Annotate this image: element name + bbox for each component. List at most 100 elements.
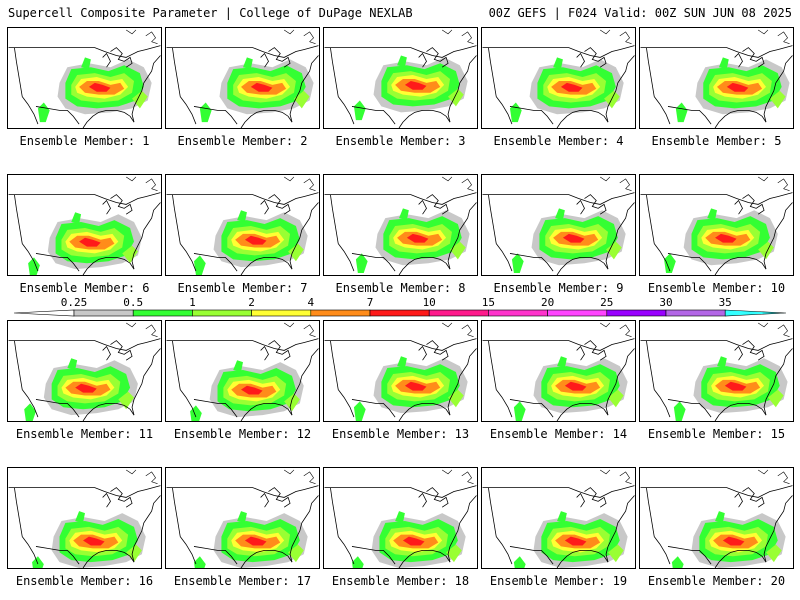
ensemble-panel: Ensemble Member: 10 — [639, 174, 794, 295]
great-lakes-coast-2 — [734, 52, 743, 68]
great-lakes-coast — [742, 340, 765, 361]
mexico-border — [193, 106, 238, 125]
gulf-coast — [240, 549, 293, 568]
scp-red-contour — [244, 536, 267, 546]
great-lakes-coast-2 — [260, 492, 269, 508]
ensemble-map — [639, 174, 794, 276]
pacific-coast — [14, 47, 23, 97]
arctic-islands — [126, 469, 137, 475]
great-lakes-coast-2 — [102, 52, 111, 68]
mexico-border — [351, 106, 396, 125]
gulf-coast — [556, 109, 609, 128]
arctic-islands — [758, 176, 769, 182]
scp-red-contour — [722, 536, 745, 546]
canada-coast — [619, 324, 632, 337]
ensemble-member-label: Ensemble Member: 3 — [335, 134, 466, 148]
colorbar-tick-label: 0.5 — [123, 296, 143, 309]
scp-green-southwest — [353, 401, 366, 421]
ensemble-member-label: Ensemble Member: 11 — [15, 427, 154, 441]
ensemble-panel: Ensemble Member: 6 — [7, 174, 162, 295]
colorbar-box — [547, 309, 608, 317]
scp-red-contour — [562, 233, 585, 243]
great-lakes-coast-2 — [734, 199, 743, 215]
colorbar-arrow-high — [724, 309, 787, 317]
gulf-coast — [556, 402, 609, 421]
ensemble-panel: Ensemble Member: 3 — [323, 27, 478, 148]
canada-coast — [619, 471, 632, 484]
arctic-islands — [126, 176, 137, 182]
ensemble-panel: Ensemble Member: 13 — [323, 320, 478, 441]
atlantic-coast — [763, 55, 793, 123]
arctic-islands — [442, 29, 453, 35]
scp-green-east — [606, 241, 622, 260]
great-lakes-coast-2 — [260, 199, 269, 215]
colorbar-box — [251, 309, 312, 317]
ensemble-member-label: Ensemble Member: 10 — [647, 281, 786, 295]
header-title: Supercell Composite Parameter | College … — [8, 6, 413, 20]
great-lakes-coast — [268, 340, 291, 361]
pacific-coast — [172, 47, 181, 97]
scp-green-southwest — [513, 556, 526, 568]
gulf-coast — [556, 256, 609, 275]
canada-coast — [145, 178, 158, 191]
scp-green-east — [448, 389, 464, 408]
pacific-coast — [488, 487, 497, 537]
scp-green-north — [397, 55, 407, 68]
ensemble-panel: Ensemble Member: 14 — [481, 320, 636, 441]
scp-green-north — [71, 212, 82, 225]
ensemble-member-label: Ensemble Member: 15 — [647, 427, 786, 441]
ensemble-member-label: Ensemble Member: 4 — [493, 134, 624, 148]
scp-green-southwest — [664, 253, 676, 274]
arctic-islands — [758, 322, 769, 328]
atlantic-coast — [131, 55, 161, 123]
great-lakes-coast-2 — [418, 492, 427, 508]
pacific-coast — [646, 194, 655, 244]
scp-green-east — [293, 90, 310, 109]
scp-green-north — [81, 57, 91, 70]
atlantic-coast — [131, 348, 161, 416]
ensemble-map — [639, 27, 794, 129]
gulf-coast — [714, 402, 767, 421]
atlantic-coast — [447, 202, 477, 270]
atlantic-coast — [605, 202, 635, 270]
great-lakes-coast — [110, 194, 133, 215]
baja-coast — [653, 243, 671, 272]
scp-red-contour — [244, 235, 267, 245]
great-lakes-coast — [584, 487, 607, 508]
great-lakes-coast — [584, 194, 607, 215]
scp-red-contour — [88, 82, 111, 92]
mexico-border — [509, 106, 554, 125]
ensemble-map — [323, 174, 478, 276]
ensemble-member-label: Ensemble Member: 20 — [647, 574, 786, 588]
canada-coast — [619, 31, 632, 44]
ensemble-map — [165, 174, 320, 276]
scp-green-east — [769, 90, 786, 109]
scp-red-contour — [726, 82, 749, 92]
scp-green-southwest — [511, 253, 524, 274]
colorbar-box — [428, 309, 489, 317]
arctic-islands — [442, 469, 453, 475]
baja-coast — [337, 536, 355, 565]
scp-green-north — [75, 511, 85, 523]
scp-green-southwest — [24, 403, 36, 421]
scp-green-southwest — [513, 401, 526, 421]
arctic-islands — [600, 29, 611, 35]
arctic-islands — [600, 176, 611, 182]
scp-green-southwest — [37, 102, 50, 123]
ensemble-panel: Ensemble Member: 20 — [639, 467, 794, 588]
great-lakes-coast — [584, 47, 607, 68]
colorbar-tick-label: 20 — [541, 296, 554, 309]
ensemble-map — [481, 174, 636, 276]
great-lakes-coast-2 — [576, 492, 585, 508]
great-lakes-coast — [584, 340, 607, 361]
gulf-coast — [714, 109, 767, 128]
atlantic-coast — [131, 202, 161, 270]
great-lakes-coast-2 — [102, 492, 111, 508]
gulf-coast — [82, 109, 135, 128]
baja-coast — [179, 96, 197, 125]
ensemble-map — [481, 467, 636, 569]
us-canada-border — [166, 45, 319, 58]
mexico-border — [193, 399, 238, 418]
scp-red-contour — [404, 381, 427, 391]
canada-coast — [777, 324, 790, 337]
